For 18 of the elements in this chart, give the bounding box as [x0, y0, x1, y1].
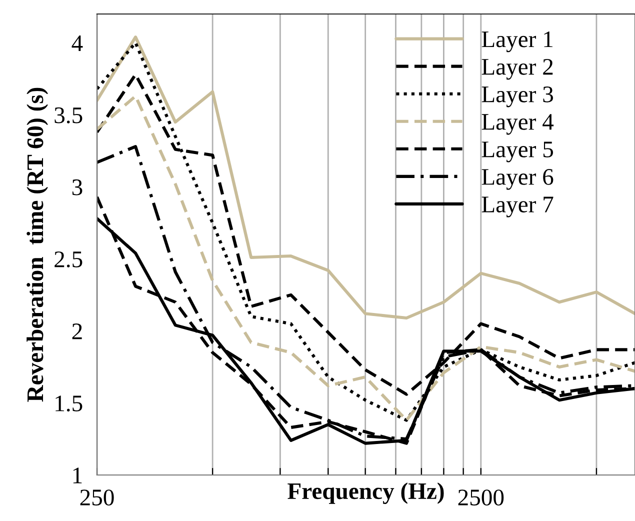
legend-label: Layer 6: [482, 169, 554, 190]
x-tick-label: 2500: [458, 490, 504, 506]
y-tick-label: 2: [72, 323, 82, 340]
y-tick-label: 3.5: [54, 107, 82, 124]
legend-label: Layer 7: [482, 196, 554, 218]
legend-label: Layer 3: [482, 86, 553, 108]
x-tick-label: 250: [80, 490, 114, 506]
legend-label: Layer 4: [482, 114, 554, 135]
legend-label: Layer 2: [482, 58, 553, 80]
legend-label: Layer 5: [482, 142, 553, 162]
y-tick-label: 2.5: [54, 251, 82, 268]
x-axis-title: Frequency (Hz): [288, 482, 444, 504]
y-tick-label: 1.5: [56, 396, 82, 412]
y-tick-label: 4: [72, 35, 83, 52]
y-tick-label: 3: [72, 179, 82, 196]
legend-label: Layer 1: [482, 31, 552, 52]
y-axis-title: Reverberation time (RT 60) (s): [26, 88, 48, 402]
y-tick-label: 1: [73, 468, 82, 484]
